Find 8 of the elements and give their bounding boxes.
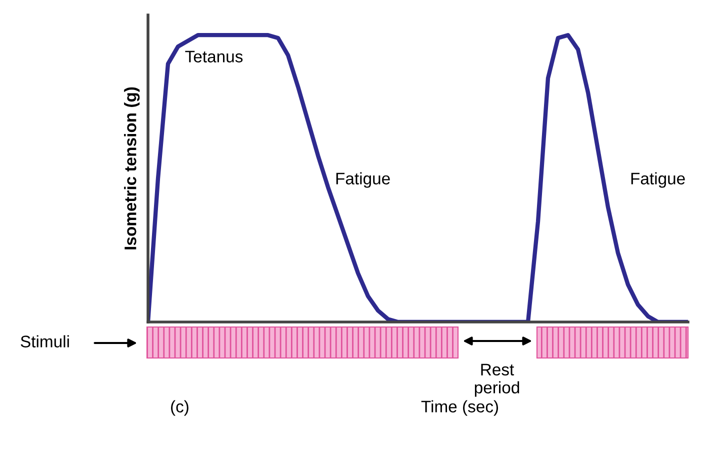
text: Rest period: [474, 364, 520, 397]
text: (c): [171, 400, 188, 416]
text: Stimuli: [20, 335, 69, 348]
y-axis-title: Isometric tension (g): [124, 87, 140, 250]
text: Time (sec): [421, 400, 498, 416]
annotation: Fatigue: [336, 172, 390, 188]
annotation: Fatigue: [631, 172, 685, 188]
annotation: Tetanus: [185, 50, 243, 62]
